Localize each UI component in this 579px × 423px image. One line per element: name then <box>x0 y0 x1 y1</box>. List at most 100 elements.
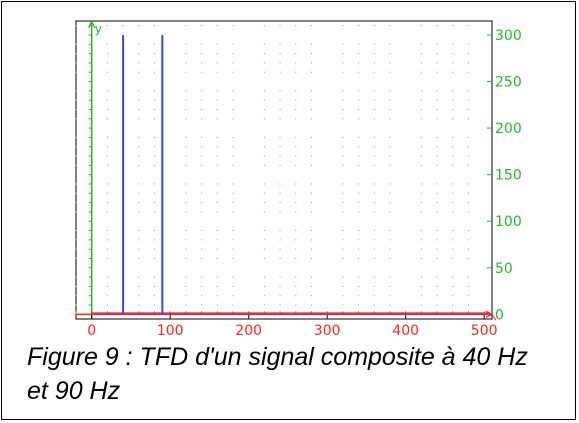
grid-dot <box>279 155 281 157</box>
grid-dot <box>358 108 360 110</box>
grid-dot <box>373 146 375 148</box>
grid-dot <box>75 257 77 259</box>
grid-dot <box>263 211 265 213</box>
grid-dot <box>295 53 297 55</box>
y-tick-label: 50 <box>495 261 513 277</box>
grid-dot <box>201 62 203 64</box>
grid-dot <box>358 239 360 241</box>
grid-dot <box>452 118 454 120</box>
grid-dot <box>106 136 108 138</box>
grid-dot <box>389 276 391 278</box>
grid-dot <box>153 230 155 232</box>
grid-dot <box>342 99 344 101</box>
x-tick-label: 400 <box>392 323 419 339</box>
grid-dot <box>153 304 155 306</box>
grid-dot <box>153 192 155 194</box>
grid-dot <box>185 230 187 232</box>
grid-dot <box>310 136 312 138</box>
grid-dot <box>373 25 375 27</box>
grid-dot <box>467 25 469 27</box>
grid-dot <box>420 211 422 213</box>
grid-dot <box>138 25 140 27</box>
grid-dot <box>373 295 375 297</box>
grid-dot <box>420 239 422 241</box>
grid-dot <box>467 304 469 306</box>
grid-dot <box>106 285 108 287</box>
grid-dot <box>389 285 391 287</box>
grid-dot <box>452 146 454 148</box>
grid-dot <box>358 25 360 27</box>
grid-dot <box>263 146 265 148</box>
grid-dot <box>138 295 140 297</box>
x-tick-label: 500 <box>471 323 498 339</box>
grid-dot <box>216 295 218 297</box>
grid-dot <box>138 71 140 73</box>
grid-dot <box>342 108 344 110</box>
grid-dot <box>185 62 187 64</box>
grid-dot <box>138 146 140 148</box>
grid-dot <box>389 183 391 185</box>
grid-dot <box>75 25 77 27</box>
grid-dot <box>216 276 218 278</box>
grid-dot <box>373 136 375 138</box>
grid-dot <box>232 230 234 232</box>
grid-dot <box>106 43 108 45</box>
grid-dot <box>153 211 155 213</box>
grid-dot <box>153 183 155 185</box>
grid-dot <box>342 118 344 120</box>
grid-dot <box>106 62 108 64</box>
grid-dot <box>216 164 218 166</box>
grid-dot <box>185 43 187 45</box>
grid-dot <box>279 62 281 64</box>
grid-dot <box>358 257 360 259</box>
grid-dot <box>436 276 438 278</box>
grid-dot <box>279 53 281 55</box>
grid-dot <box>153 257 155 259</box>
grid-dot <box>467 192 469 194</box>
grid-dot <box>232 118 234 120</box>
grid-dot <box>436 118 438 120</box>
grid-dot <box>358 71 360 73</box>
grid-dot <box>373 99 375 101</box>
grid-dot <box>358 285 360 287</box>
grid-dot <box>358 248 360 250</box>
grid-dot <box>358 183 360 185</box>
grid-dot <box>452 136 454 138</box>
grid-dot <box>185 248 187 250</box>
grid-dot <box>467 202 469 204</box>
grid-dot <box>216 192 218 194</box>
grid-dot <box>232 164 234 166</box>
grid-dot <box>389 155 391 157</box>
grid-dot <box>232 108 234 110</box>
grid-dot <box>201 136 203 138</box>
grid-dot <box>358 155 360 157</box>
spectral-lines <box>91 34 490 315</box>
grid-dot <box>263 239 265 241</box>
grid-dot <box>310 99 312 101</box>
grid-dot <box>263 230 265 232</box>
grid-dot <box>106 71 108 73</box>
grid-dot <box>232 285 234 287</box>
grid-dot <box>373 276 375 278</box>
grid-dot <box>342 230 344 232</box>
grid-dot <box>358 53 360 55</box>
grid-dot <box>310 62 312 64</box>
grid-dot <box>232 239 234 241</box>
x-tick-label: 100 <box>157 323 184 339</box>
grid-dot <box>310 230 312 232</box>
grid-dot <box>201 304 203 306</box>
grid-dot <box>467 118 469 120</box>
grid-dot <box>389 62 391 64</box>
grid-dot <box>106 118 108 120</box>
grid-dot <box>436 99 438 101</box>
grid-dot <box>358 295 360 297</box>
grid-dot <box>216 285 218 287</box>
grid-dot <box>279 276 281 278</box>
grid-dot <box>342 53 344 55</box>
grid-dot <box>452 248 454 250</box>
grid-dot <box>373 211 375 213</box>
grid-dot <box>232 90 234 92</box>
grid-dot <box>201 202 203 204</box>
grid-dot <box>389 43 391 45</box>
grid-dot <box>420 285 422 287</box>
